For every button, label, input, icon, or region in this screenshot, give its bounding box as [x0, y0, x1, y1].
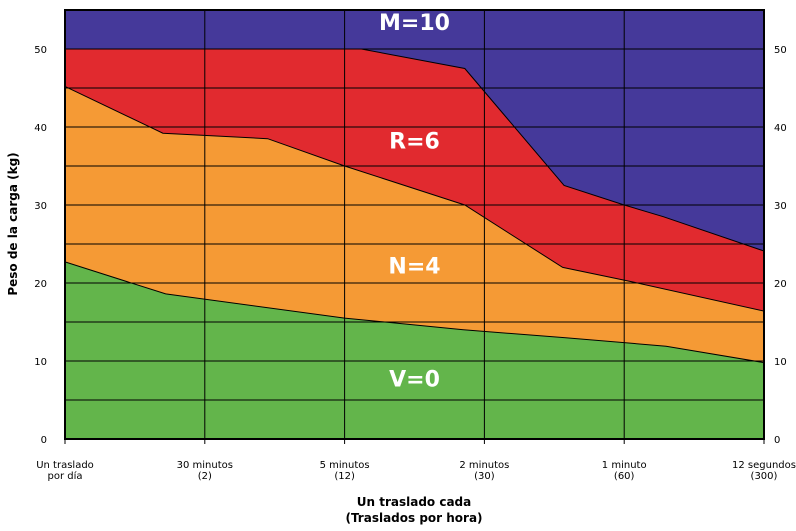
- x-tick-label: 1 minuto: [602, 460, 647, 471]
- zone-labels: V=0 N=4 R=6 M=10: [379, 11, 450, 392]
- y-tick-label-right: 0: [774, 435, 780, 446]
- x-tick-label: (60): [614, 471, 635, 482]
- y-tick-label-right: 20: [774, 279, 787, 290]
- x-tick-label: 30 minutos: [177, 460, 233, 471]
- boundary-line-2: [64, 85, 765, 312]
- y-tick-label-right: 30: [774, 201, 787, 212]
- zone-area-v: [65, 261, 764, 439]
- gridlines: [65, 10, 764, 439]
- plot-frame: [64, 9, 765, 440]
- y-tick-label-left: 30: [34, 201, 47, 212]
- y-tick-label-left: 20: [34, 279, 47, 290]
- x-axis-title-line1: Un traslado cada: [357, 495, 471, 509]
- x-tick-label: (30): [474, 471, 495, 482]
- x-tick-label: (300): [751, 471, 778, 482]
- x-tick-label: 12 segundos: [732, 460, 796, 471]
- x-tick-label: Un traslado: [36, 460, 94, 471]
- boundary-line-3: [65, 48, 765, 252]
- x-tick-label: 2 minutos: [459, 460, 509, 471]
- y-tick-label-left: 50: [34, 45, 47, 56]
- y-tick-label-left: 10: [34, 357, 47, 368]
- y-tick-label-right: 40: [774, 123, 787, 134]
- y-tick-label-left: 0: [41, 435, 47, 446]
- y-tick-label-right: 10: [774, 357, 787, 368]
- y-tick-label-right: 50: [774, 45, 787, 56]
- zone-label-r: R=6: [389, 130, 440, 155]
- x-tick-label: 5 minutos: [320, 460, 370, 471]
- y-tick-label-left: 40: [34, 123, 47, 134]
- zone-boundaries: [64, 48, 765, 364]
- y-axis-title: Peso de la carga (kg): [6, 152, 20, 295]
- boundary-line-1: [64, 261, 765, 364]
- x-tick-label: (12): [334, 471, 355, 482]
- zone-label-v: V=0: [389, 368, 440, 393]
- y-axis-ticks: 0 0 10 10 20 20 30 30 40 40 50 50: [34, 45, 786, 446]
- x-axis-title-line2: (Traslados por hora): [345, 511, 482, 525]
- x-tick-label: (2): [198, 471, 212, 482]
- x-tick-label: por día: [47, 470, 82, 482]
- zone-label-m: M=10: [379, 11, 450, 36]
- zone-label-n: N=4: [388, 254, 440, 279]
